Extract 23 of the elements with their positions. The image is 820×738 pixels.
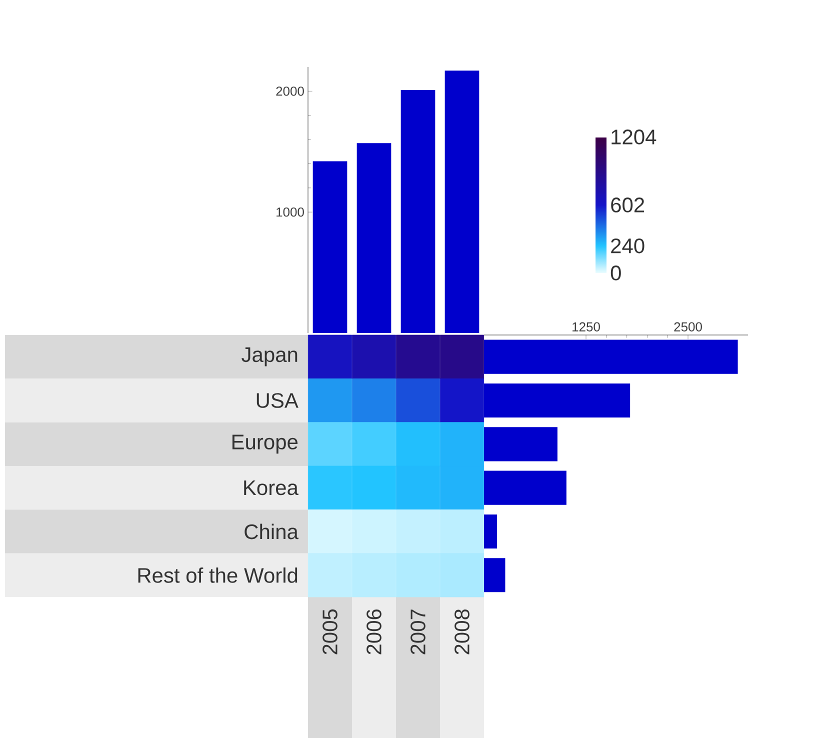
- x-tick-label: 2007: [410, 610, 426, 654]
- x-tick-label: 2006: [366, 609, 382, 654]
- y-tick-label: Rest of the World: [138, 567, 298, 583]
- bar: [400, 90, 436, 333]
- x-tick-label: 1250: [572, 322, 600, 332]
- y-tick-label: USA: [256, 393, 298, 408]
- x-tick-label: 2008: [454, 609, 470, 654]
- y-tick-label: Korea: [244, 480, 298, 496]
- x-tick-label: 2500: [674, 322, 702, 332]
- y-tick-label: Japan: [242, 347, 298, 366]
- x-tick-label: 2005: [322, 609, 338, 654]
- bar: [444, 70, 480, 333]
- y-tick-label: China: [244, 524, 298, 540]
- y-tick-label: Europe: [232, 434, 298, 454]
- y-tick-label: 1000: [276, 207, 304, 217]
- color-bar-label: 240: [611, 238, 644, 254]
- color-bar-label: 602: [611, 198, 644, 212]
- bar: [356, 143, 392, 333]
- color-bar-label: 0: [610, 266, 621, 280]
- bar: [312, 161, 348, 333]
- color-bar-label: 1204: [612, 130, 656, 144]
- y-tick-label: 2000: [276, 86, 304, 96]
- bar: [484, 514, 498, 549]
